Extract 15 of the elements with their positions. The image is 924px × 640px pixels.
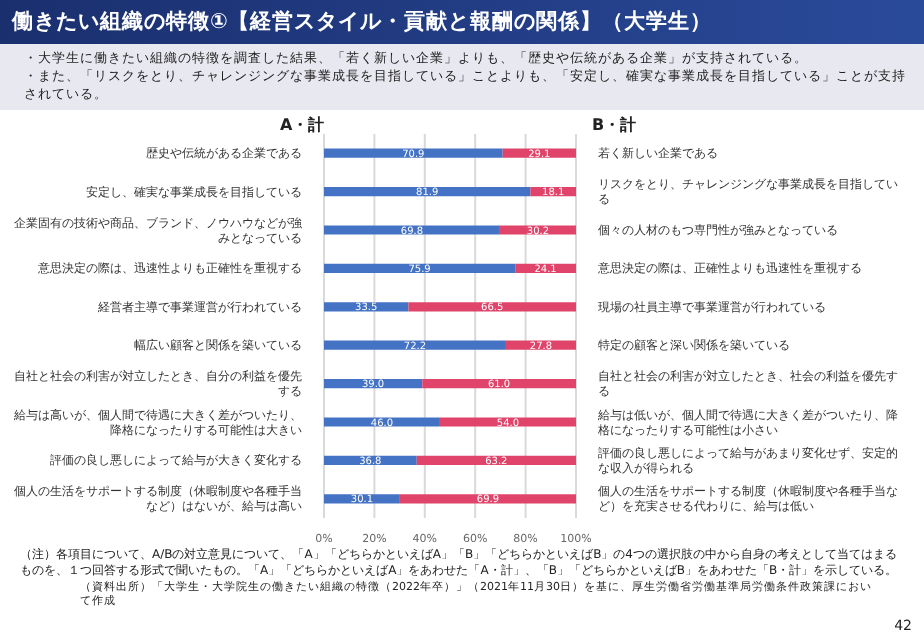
bar (499, 225, 576, 235)
bar (324, 225, 500, 235)
bar (422, 378, 576, 389)
bar (416, 455, 576, 466)
bar (324, 417, 440, 427)
bar (408, 302, 576, 312)
series-label: B・計 (592, 114, 637, 136)
bar (324, 148, 503, 158)
bar (324, 263, 516, 274)
chart-title: 働きたい組織の特徴①【経営スタイル・貢献と報酬の関係】（大学生） (0, 0, 924, 44)
bar (399, 494, 576, 504)
bar (324, 340, 506, 350)
bar (324, 186, 531, 197)
series-label: A・計 (280, 114, 325, 136)
bar (439, 417, 576, 427)
